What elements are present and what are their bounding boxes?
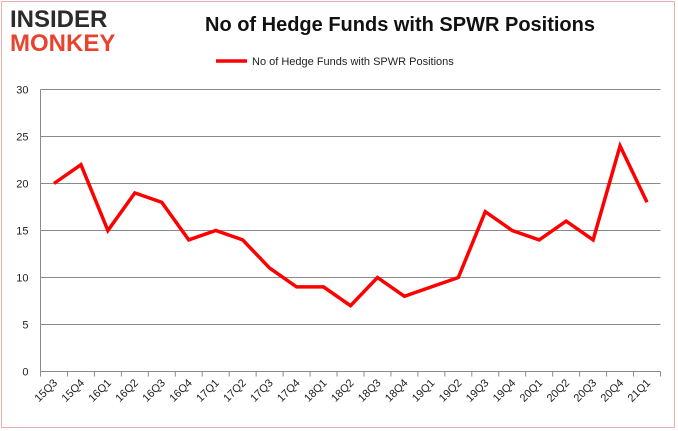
logo-line2: MONKEY bbox=[10, 30, 116, 57]
chart-title: No of Hedge Funds with SPWR Positions bbox=[205, 14, 595, 36]
x-tick-label: 20Q1 bbox=[518, 377, 546, 405]
x-tick-label: 20Q2 bbox=[545, 377, 573, 405]
x-tick-label: 17Q1 bbox=[194, 377, 222, 405]
x-tick-label: 15Q4 bbox=[60, 377, 88, 405]
y-tick-label: 5 bbox=[22, 320, 28, 332]
x-tick-label: 18Q1 bbox=[302, 377, 330, 405]
x-tick-label: 19Q4 bbox=[491, 377, 519, 405]
x-tick-label: 18Q3 bbox=[356, 377, 384, 405]
x-tick-label: 15Q3 bbox=[33, 377, 61, 405]
logo-line1: INSIDER bbox=[10, 6, 108, 33]
x-tick-label: 16Q2 bbox=[113, 377, 141, 405]
legend-label: No of Hedge Funds with SPWR Positions bbox=[252, 56, 454, 68]
x-tick-label: 16Q3 bbox=[140, 377, 168, 405]
y-tick-label: 0 bbox=[22, 367, 28, 379]
y-tick-label: 25 bbox=[16, 132, 28, 144]
x-tick-label: 17Q4 bbox=[275, 377, 303, 405]
y-tick-label: 30 bbox=[16, 85, 28, 97]
y-tick-label: 20 bbox=[16, 179, 28, 191]
x-tick-label: 16Q4 bbox=[167, 377, 195, 405]
x-tick-label: 18Q2 bbox=[329, 377, 357, 405]
series-line bbox=[52, 140, 649, 308]
x-tick-label: 19Q2 bbox=[437, 377, 465, 405]
x-tick-label: 19Q3 bbox=[464, 377, 492, 405]
x-tick-label: 20Q4 bbox=[599, 377, 627, 405]
x-tick-label: 20Q3 bbox=[572, 377, 600, 405]
x-tick-label: 21Q1 bbox=[626, 377, 654, 405]
x-tick-label: 17Q3 bbox=[248, 377, 276, 405]
x-tick-label: 17Q2 bbox=[221, 377, 249, 405]
y-tick-label: 10 bbox=[16, 273, 28, 285]
x-tick-label: 19Q1 bbox=[410, 377, 438, 405]
x-tick-label: 18Q4 bbox=[383, 377, 411, 405]
insider-monkey-logo: INSIDER MONKEY bbox=[10, 8, 115, 56]
y-tick-label: 15 bbox=[16, 226, 28, 238]
x-tick-label: 16Q1 bbox=[86, 377, 114, 405]
